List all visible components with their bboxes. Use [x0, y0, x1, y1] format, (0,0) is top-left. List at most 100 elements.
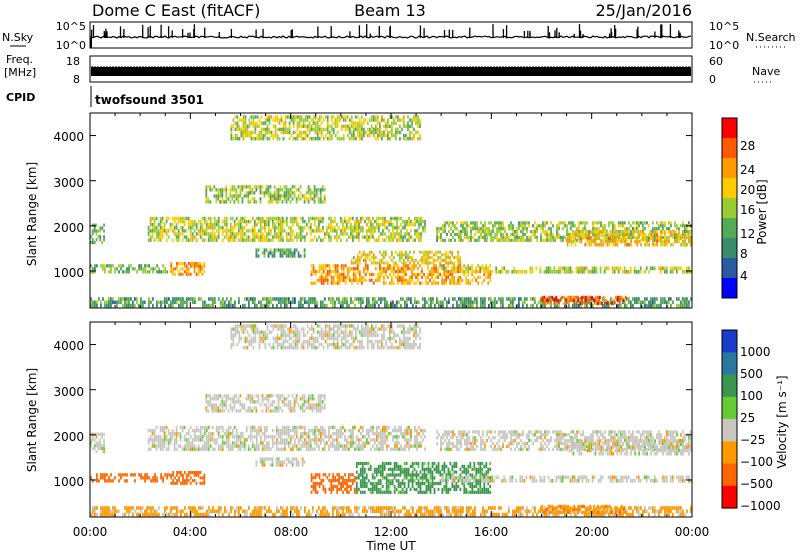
echo-cell — [138, 506, 140, 510]
echo-cell — [578, 227, 580, 231]
echo-cell — [399, 270, 401, 274]
echo-cell — [415, 281, 417, 285]
echo-cell — [594, 232, 596, 237]
echo-cell — [352, 226, 354, 230]
echo-cell — [358, 256, 361, 260]
echo-cell — [138, 267, 140, 271]
echo-cell — [672, 232, 674, 237]
echo-cell — [180, 272, 182, 276]
echo-cell — [680, 509, 682, 514]
echo-cell — [96, 512, 98, 517]
echo-cell — [612, 243, 615, 247]
echo-cell — [245, 223, 248, 227]
echo-cell — [636, 236, 639, 241]
echo-cell — [205, 438, 208, 442]
echo-cell — [191, 441, 194, 445]
echo-cell — [174, 476, 176, 480]
echo-cell — [626, 236, 629, 241]
echo-cell — [618, 233, 621, 237]
echo-cell — [126, 303, 128, 308]
echo-cell — [269, 463, 272, 467]
echo-cell — [421, 275, 423, 279]
echo-cell — [144, 512, 146, 517]
echo-cell — [203, 238, 206, 242]
echo-cell — [312, 300, 314, 305]
echo-cell — [419, 121, 421, 125]
echo-cell — [586, 300, 588, 305]
echo-cell — [251, 188, 254, 192]
echo-cell — [308, 115, 311, 119]
echo-cell — [476, 224, 478, 228]
echo-cell — [232, 137, 235, 141]
echo-cell — [227, 235, 230, 239]
echo-cell — [152, 297, 154, 301]
echo-cell — [379, 264, 381, 268]
echo-cell — [161, 235, 164, 239]
echo-cell — [182, 300, 184, 305]
echo-cell — [344, 264, 347, 268]
echo-cell — [215, 238, 218, 242]
echo-cell — [540, 227, 542, 231]
echo-cell — [582, 232, 584, 237]
echo-cell — [526, 506, 528, 510]
echo-cell — [575, 266, 578, 271]
echo-cell — [500, 230, 502, 234]
echo-cell — [239, 188, 242, 192]
echo-cell — [606, 232, 608, 237]
echo-cell — [150, 267, 152, 271]
echo-cell — [193, 264, 196, 268]
echo-cell — [424, 509, 426, 514]
echo-cell — [456, 232, 458, 237]
echo-cell — [287, 226, 290, 230]
echo-cell — [470, 238, 472, 242]
echo-cell — [183, 479, 186, 483]
echo-cell — [393, 270, 395, 274]
echo-cell — [362, 216, 364, 221]
echo-cell — [276, 303, 278, 308]
echo-cell — [395, 275, 397, 279]
echo-cell — [534, 300, 536, 305]
echo-cell — [244, 124, 247, 128]
echo-cell — [159, 441, 162, 445]
echo-cell — [374, 300, 376, 305]
echo-cell — [656, 239, 658, 244]
echo-cell — [598, 297, 600, 301]
echo-cell — [299, 238, 302, 242]
echo-cell — [241, 216, 244, 221]
echo-cell — [346, 219, 348, 224]
echo-cell — [151, 216, 154, 221]
echo-cell — [417, 124, 419, 128]
echo-cell — [389, 115, 391, 119]
echo-cell — [319, 191, 322, 195]
echo-cell — [621, 269, 624, 274]
echo-cell — [350, 118, 353, 122]
echo-cell — [272, 133, 275, 138]
echo-cell — [370, 232, 372, 236]
echo-cell — [364, 261, 367, 265]
echo-cell — [403, 124, 405, 128]
echo-cell — [575, 295, 577, 300]
echo-cell — [366, 270, 369, 274]
echo-cell — [486, 230, 488, 234]
echo-cell — [584, 297, 586, 301]
echo-cell — [283, 194, 286, 198]
echo-cell — [328, 235, 330, 239]
echo-cell — [346, 275, 349, 279]
echo-cell — [165, 447, 168, 451]
echo-cell — [175, 447, 178, 451]
echo-cell — [386, 219, 388, 224]
echo-cell — [184, 300, 186, 305]
echo-cell — [494, 300, 496, 305]
echo-cell — [624, 243, 627, 247]
echo-cell — [360, 115, 363, 119]
echo-cell — [350, 229, 352, 233]
echo-cell — [308, 130, 311, 135]
echo-cell — [195, 238, 198, 242]
echo-cell — [338, 275, 341, 279]
echo-cell — [285, 194, 288, 198]
echo-cell — [661, 266, 664, 271]
echo-cell — [645, 266, 648, 271]
echo-cell — [680, 236, 682, 241]
echo-cell — [690, 297, 692, 301]
echo-cell — [368, 130, 371, 135]
